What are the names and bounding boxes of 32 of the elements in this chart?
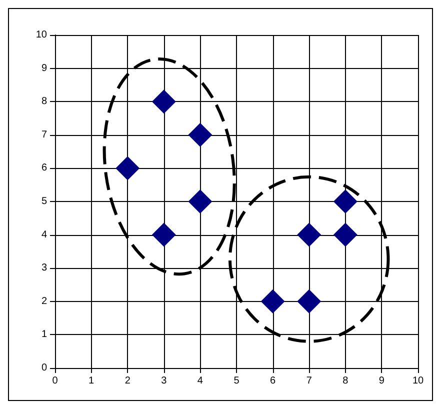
point [297,289,322,314]
y-tick-label: 1 [41,329,48,340]
x-tick-label: 6 [270,376,276,386]
y-tick-label: 0 [41,362,48,374]
y-tick-label: 6 [41,162,48,174]
x-tick-label: 3 [161,376,168,386]
point [260,289,285,314]
point [152,222,176,247]
x-tick-label: 4 [197,376,204,386]
x-tick-label: 0 [52,376,58,386]
x-tick-label: 9 [378,376,385,386]
y-tick-label: 9 [41,62,48,74]
y-tick-label: 7 [41,129,48,140]
y-tick-label: 4 [41,229,48,240]
x-tick-label: 10 [412,376,424,386]
y-tick-label: 2 [41,296,48,307]
y-tick-label: 5 [41,196,48,207]
point [333,222,358,247]
x-tick-label: 5 [234,376,240,386]
y-tick-label: 8 [41,96,48,108]
point [188,122,212,147]
point [297,222,322,247]
y-tick-label: 3 [41,262,48,274]
x-tick-label: 7 [306,376,312,386]
point [116,156,140,180]
point [188,190,212,214]
y-tick-label: 10 [36,30,48,40]
point [333,190,358,214]
x-tick-label: 2 [124,376,131,386]
point [152,90,176,114]
x-tick-label: 1 [88,376,95,386]
x-tick-label: 8 [342,376,349,386]
